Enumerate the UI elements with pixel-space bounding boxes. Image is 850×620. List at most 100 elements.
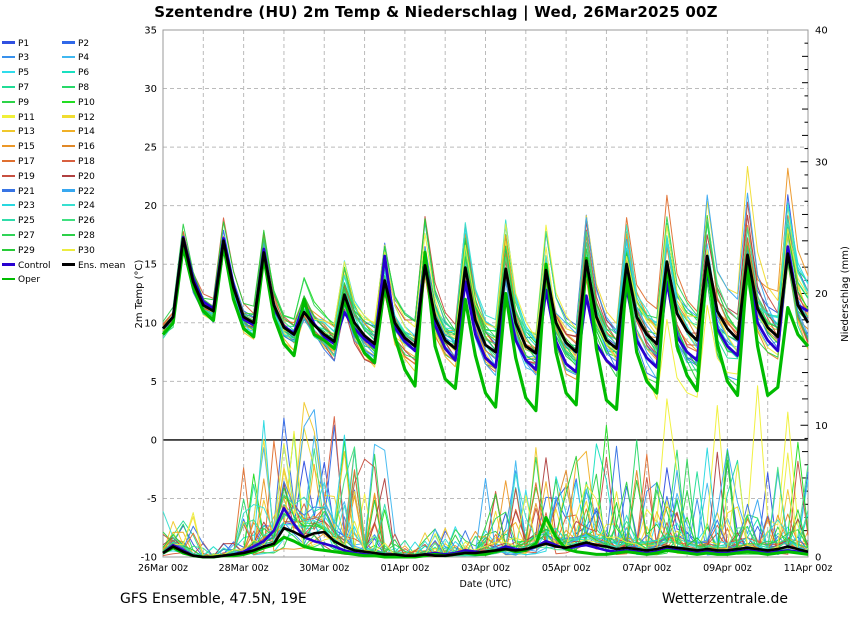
right-axis-title: Niederschlag (mm) bbox=[840, 246, 850, 342]
series-oper-temp bbox=[161, 243, 810, 413]
legend-item-P22: P22 bbox=[62, 181, 95, 197]
legend-swatch-P25 bbox=[2, 219, 15, 222]
legend-swatch-P13 bbox=[2, 130, 15, 133]
precip-tick-label: 10 bbox=[815, 421, 828, 432]
legend-label: P22 bbox=[78, 186, 95, 197]
legend-label: P10 bbox=[78, 97, 95, 108]
legend-swatch-P26 bbox=[62, 219, 75, 222]
temp-tick-label: 20 bbox=[144, 201, 157, 212]
legend: P1 P2 P3 P4 P5 P6 P7 P8 P9 P10 P11 P12 P13 P14 P15 P16 P… bbox=[0, 0, 125, 300]
legend-swatch-Oper bbox=[2, 278, 15, 281]
precip-tick-label: 0 bbox=[815, 553, 821, 564]
legend-label: P9 bbox=[18, 97, 30, 108]
legend-swatch-P21 bbox=[2, 189, 15, 192]
series-P5-precip bbox=[162, 479, 809, 558]
legend-label: P20 bbox=[78, 171, 95, 182]
legend-label: P23 bbox=[18, 201, 35, 212]
legend-swatch-P11 bbox=[2, 115, 15, 118]
legend-label: P19 bbox=[18, 171, 35, 182]
temp-tick-label: 30 bbox=[144, 84, 157, 95]
temp-tick-label: 10 bbox=[144, 318, 157, 329]
date-tick-label: 11Apr 00z bbox=[784, 563, 833, 574]
legend-label: P13 bbox=[18, 127, 35, 138]
legend-swatch-P17 bbox=[2, 159, 15, 162]
series-P29-precip bbox=[162, 455, 809, 558]
legend-item-P2: P2 bbox=[62, 33, 89, 49]
legend-swatch-P18 bbox=[62, 159, 75, 162]
temp-tick-label: -5 bbox=[147, 494, 157, 505]
legend-label: P4 bbox=[78, 53, 90, 64]
legend-item-P18: P18 bbox=[62, 151, 95, 167]
legend-swatch-P15 bbox=[2, 145, 15, 148]
legend-swatch-P28 bbox=[62, 233, 75, 236]
legend-label: Oper bbox=[18, 275, 41, 286]
legend-item-P4: P4 bbox=[62, 48, 90, 64]
temp-tick-label: 25 bbox=[144, 143, 157, 154]
legend-swatch-P5 bbox=[2, 71, 15, 74]
legend-item-P12: P12 bbox=[62, 107, 95, 123]
legend-swatch-P6 bbox=[62, 71, 75, 74]
legend-label: P30 bbox=[78, 245, 95, 256]
legend-label: P18 bbox=[78, 156, 95, 167]
legend-item-P30: P30 bbox=[62, 240, 95, 256]
date-tick-label: 26Mar 00z bbox=[138, 563, 188, 574]
legend-item-P5: P5 bbox=[2, 63, 29, 78]
series-ens-mean-precip bbox=[162, 526, 809, 559]
legend-swatch-P19 bbox=[2, 174, 15, 177]
legend-label: Control bbox=[18, 260, 51, 271]
legend-label: P17 bbox=[18, 156, 35, 167]
legend-item-P17: P17 bbox=[2, 151, 35, 167]
chart-title: Szentendre (HU) 2m Temp & Niederschlag |… bbox=[154, 3, 718, 21]
legend-item-P9: P9 bbox=[2, 92, 29, 108]
legend-swatch-P8 bbox=[62, 85, 75, 88]
legend-item-P24: P24 bbox=[62, 196, 95, 212]
legend-swatch-P24 bbox=[62, 204, 75, 207]
legend-label: P15 bbox=[18, 142, 35, 153]
legend-label: P2 bbox=[78, 38, 90, 49]
legend-swatch-Ens. mean bbox=[62, 263, 75, 266]
legend-label: P6 bbox=[78, 68, 90, 79]
legend-label: P28 bbox=[78, 230, 95, 241]
temp-tick-label: 15 bbox=[144, 260, 157, 271]
legend-label: P1 bbox=[18, 38, 30, 49]
legend-swatch-P23 bbox=[2, 204, 15, 207]
temp-tick-label: 0 bbox=[151, 435, 157, 446]
legend-swatch-P2 bbox=[62, 41, 75, 44]
legend-item-P3: P3 bbox=[2, 48, 30, 64]
legend-swatch-P9 bbox=[2, 100, 15, 103]
legend-swatch-P4 bbox=[62, 56, 75, 59]
legend-swatch-P14 bbox=[62, 130, 75, 133]
legend-item-P7: P7 bbox=[2, 77, 29, 93]
temp-tick-label: 35 bbox=[144, 26, 157, 37]
site-credit-label: Wetterzentrale.de bbox=[661, 591, 788, 607]
legend-item-P28: P28 bbox=[62, 225, 95, 241]
legend-swatch-P27 bbox=[2, 233, 15, 236]
legend-item-P14: P14 bbox=[62, 122, 95, 138]
legend-swatch-P29 bbox=[2, 248, 15, 251]
model-info-label: GFS Ensemble, 47.5N, 19E bbox=[120, 591, 307, 607]
legend-item-P8: P8 bbox=[62, 77, 89, 93]
legend-item-oper: Oper bbox=[2, 270, 41, 286]
legend-swatch-P1 bbox=[2, 41, 15, 44]
legend-swatch-P16 bbox=[62, 145, 75, 148]
legend-swatch-P30 bbox=[62, 248, 75, 251]
legend-label: P25 bbox=[18, 216, 35, 227]
legend-swatch-P12 bbox=[62, 115, 75, 118]
legend-label: P14 bbox=[78, 127, 95, 138]
legend-label: P3 bbox=[18, 53, 30, 64]
date-tick-label: 30Mar 00z bbox=[299, 563, 349, 574]
series-ens-mean-temp bbox=[161, 237, 810, 355]
legend-item-ens-mean: Ens. mean bbox=[62, 255, 125, 271]
precip-tick-label: 30 bbox=[815, 157, 828, 168]
legend-item-P19: P19 bbox=[2, 166, 35, 182]
legend-label: P26 bbox=[78, 216, 95, 227]
legend-label: P24 bbox=[78, 201, 95, 212]
date-tick-label: 07Apr 00z bbox=[622, 563, 671, 574]
legend-item-P6: P6 bbox=[62, 63, 90, 79]
x-axis-title: Date (UTC) bbox=[460, 579, 512, 590]
temp-tick-label: 5 bbox=[151, 377, 157, 388]
legend-label: P27 bbox=[18, 230, 35, 241]
legend-item-P11: P11 bbox=[2, 107, 35, 123]
legend-item-P26: P26 bbox=[62, 211, 95, 227]
